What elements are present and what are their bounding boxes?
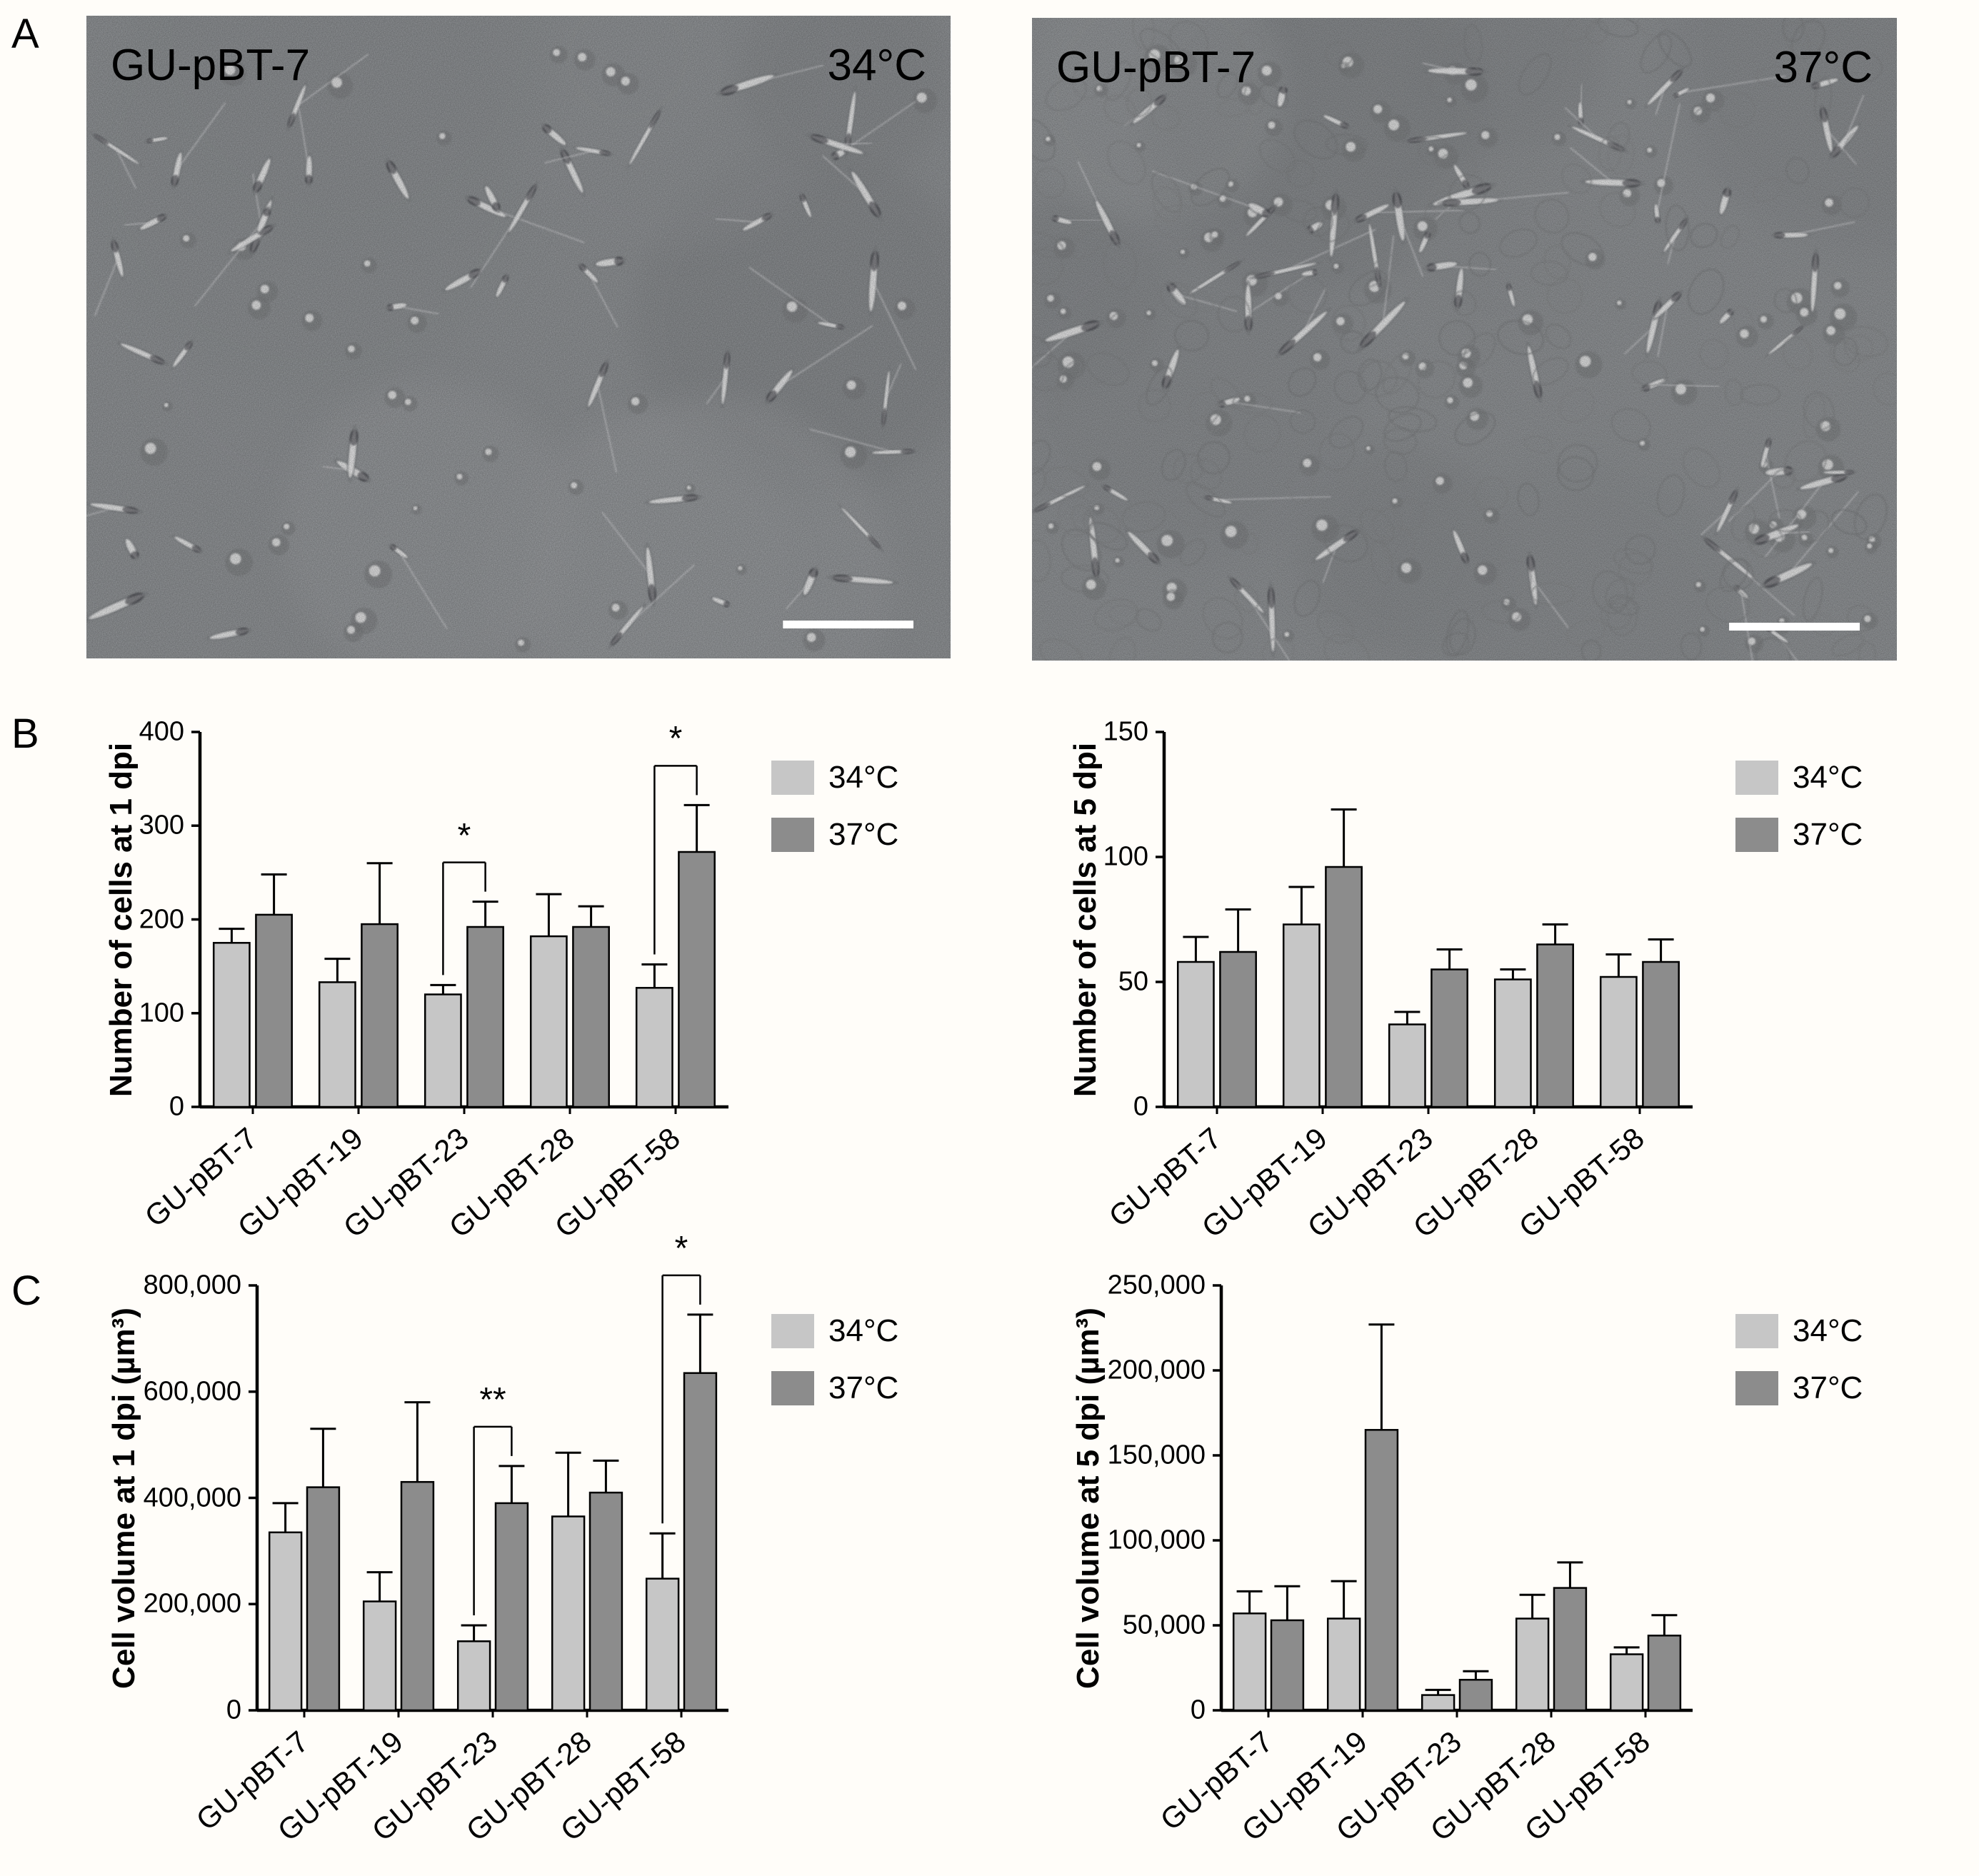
svg-text:34°C: 34°C	[827, 41, 926, 90]
svg-text:37°C: 37°C	[1773, 43, 1873, 92]
svg-text:GU-pBT-7: GU-pBT-7	[1056, 43, 1256, 92]
svg-text:GU-pBT-7: GU-pBT-7	[111, 41, 310, 90]
